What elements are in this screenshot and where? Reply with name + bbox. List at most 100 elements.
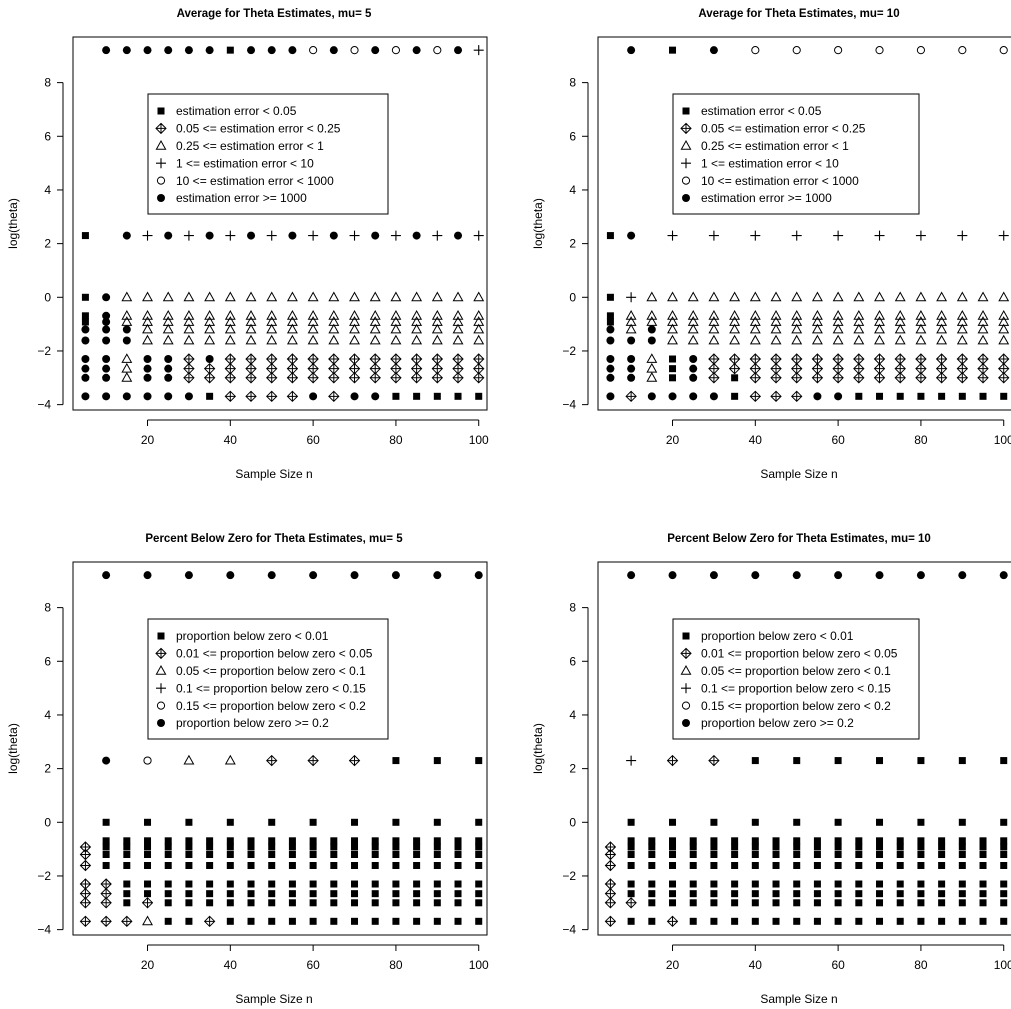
data-point: [433, 861, 441, 869]
data-point: [411, 309, 423, 320]
data-point: [791, 291, 803, 302]
data-point: [749, 334, 761, 345]
data-point: [606, 373, 615, 382]
data-point: [122, 325, 131, 334]
data-point: [792, 571, 801, 580]
data-point: [731, 392, 739, 400]
data-point: [266, 390, 278, 403]
data-point: [1000, 757, 1008, 765]
data-point: [286, 362, 299, 375]
data-point: [772, 843, 780, 851]
x-tick-label: 80: [914, 433, 928, 447]
data-point: [791, 230, 802, 241]
legend-symbol: [155, 122, 167, 135]
data-point: [811, 323, 823, 334]
plot-frame: [597, 561, 1011, 936]
data-point: [330, 890, 338, 898]
data-point: [102, 571, 111, 580]
data-point: [328, 362, 340, 375]
data-point: [751, 880, 759, 888]
legend-box: [672, 93, 920, 215]
data-point: [604, 878, 617, 890]
legend-symbol: [156, 158, 166, 169]
y-tick-label: 0: [569, 815, 576, 829]
data-point: [689, 364, 698, 373]
data-point: [102, 325, 111, 334]
y-tick-label: 2: [44, 762, 51, 776]
legend-label: proportion below zero >= 0.2: [701, 716, 854, 730]
data-point: [710, 899, 718, 907]
data-point: [834, 850, 842, 858]
data-point: [958, 46, 967, 55]
data-point: [894, 323, 906, 334]
data-point: [245, 362, 257, 375]
data-point: [958, 861, 966, 869]
data-point: [956, 316, 968, 326]
data-point: [206, 880, 214, 888]
data-point: [226, 850, 234, 858]
data-point: [627, 850, 635, 858]
data-point: [625, 316, 637, 326]
data-point: [832, 291, 844, 302]
legend-label: 10 <= estimation error < 1000: [701, 174, 859, 188]
data-point: [958, 890, 966, 898]
data-point: [123, 861, 131, 869]
data-point: [646, 316, 658, 326]
data-point: [268, 917, 276, 925]
data-point: [977, 362, 989, 375]
data-point: [309, 843, 317, 851]
data-point: [647, 336, 656, 345]
data-point: [286, 334, 298, 345]
data-point: [102, 293, 111, 302]
data-point: [122, 336, 131, 345]
data-point: [184, 46, 193, 55]
data-point: [646, 362, 658, 373]
data-point: [811, 316, 823, 326]
data-point: [473, 316, 485, 326]
data-point: [122, 46, 131, 55]
legend-label: proportion below zero < 0.01: [176, 629, 329, 643]
legend-symbol: [156, 701, 166, 710]
data-point: [307, 372, 319, 384]
data-point: [956, 309, 968, 320]
legend-label: 0.01 <= proportion below zero < 0.05: [701, 647, 898, 661]
data-point: [874, 316, 885, 326]
data-point: [413, 917, 421, 925]
data-point: [811, 353, 824, 365]
data-point: [998, 372, 1010, 384]
data-point: [390, 230, 401, 241]
data-point: [708, 362, 720, 375]
data-point: [121, 915, 133, 928]
data-point: [708, 309, 720, 320]
data-point: [452, 323, 464, 334]
data-point: [266, 309, 278, 320]
data-point: [917, 837, 925, 845]
data-point: [729, 334, 741, 345]
data-point: [606, 355, 615, 364]
data-point: [266, 230, 277, 241]
data-point: [731, 899, 739, 907]
data-point: [79, 859, 92, 872]
data-point: [245, 309, 257, 320]
data-point: [431, 362, 444, 375]
data-point: [938, 861, 946, 869]
data-point: [226, 571, 235, 580]
data-point: [369, 316, 381, 326]
data-point: [204, 334, 216, 345]
data-point: [121, 371, 133, 382]
data-point: [475, 899, 483, 907]
legend-label: 0.01 <= proportion below zero < 0.05: [176, 647, 373, 661]
data-point: [162, 309, 174, 320]
data-point: [626, 755, 637, 766]
legend-label: 0.15 <= proportion below zero < 0.2: [701, 699, 891, 713]
legend-symbol: [680, 139, 692, 150]
data-point: [475, 392, 483, 400]
data-point: [288, 890, 296, 898]
data-point: [936, 316, 948, 326]
data-point: [751, 861, 759, 869]
data-point: [224, 353, 237, 365]
data-point: [648, 850, 656, 858]
data-point: [751, 757, 759, 765]
data-point: [433, 890, 441, 898]
